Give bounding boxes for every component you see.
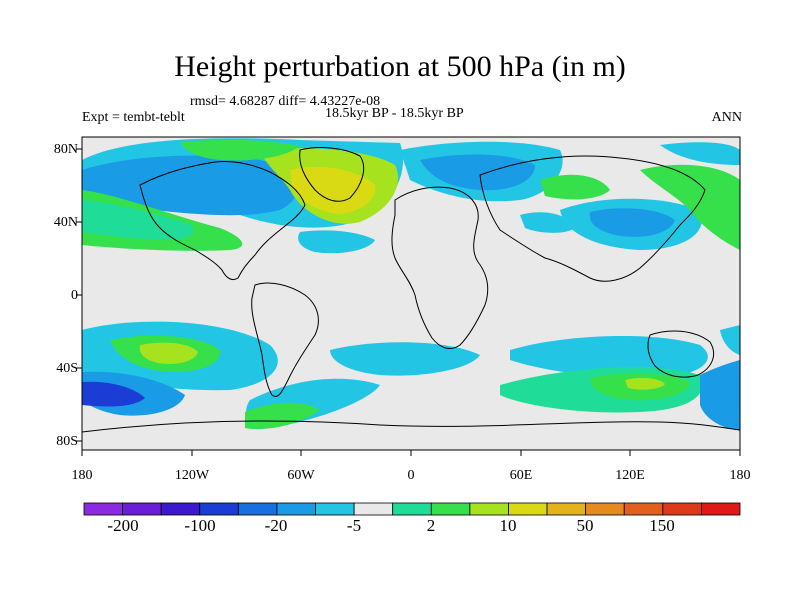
coast-europe-africa	[391, 186, 489, 349]
colorbar-box	[392, 502, 432, 516]
lon-label-180e: 180	[729, 468, 751, 483]
contour-field	[82, 137, 740, 450]
coast-antarctica	[82, 420, 740, 433]
colorbar-label: -5	[346, 516, 362, 535]
coast-north-america	[139, 161, 306, 281]
contour-east-edge-cyan	[720, 325, 740, 355]
contour-asia-blue	[589, 208, 675, 237]
lon-label-120e: 120E	[615, 468, 645, 483]
colorbar-box	[276, 502, 316, 516]
lat-label-40s: 40S	[56, 361, 78, 376]
coast-asia	[479, 155, 706, 282]
axis-ticks	[76, 148, 741, 456]
colorbar-box	[160, 502, 201, 516]
colorbar-box	[662, 502, 702, 516]
colorbar-label: -100	[184, 516, 216, 535]
lat-label-80s: 80S	[56, 434, 78, 449]
lon-label-180w: 180	[71, 468, 93, 483]
lat-label-80n: 80N	[53, 142, 78, 157]
colorbar-box	[585, 502, 625, 516]
contour-greenland-yellow	[290, 166, 376, 214]
contour-pacific-teal	[82, 200, 194, 240]
coast-south-america	[251, 282, 319, 397]
colorbar	[83, 502, 741, 516]
contour-npacific-green	[640, 164, 740, 250]
colorbar-label: 10	[499, 516, 517, 535]
lat-label-0: 0	[71, 288, 78, 303]
colorbar-box	[122, 502, 162, 516]
season-label: ANN	[711, 110, 742, 125]
coast-australia	[647, 330, 714, 378]
colorbar-box	[546, 502, 587, 516]
colorbar-label: -20	[264, 516, 288, 535]
lon-label-60e: 60E	[509, 468, 533, 483]
contour-midasia-cyan	[520, 212, 575, 233]
contour-europe-blue	[420, 154, 535, 191]
colorbar-label: 2	[426, 516, 436, 535]
colorbar-box	[430, 502, 471, 516]
contour-asia-green	[540, 174, 610, 200]
lat-label-40n: 40N	[53, 215, 78, 230]
coastlines	[82, 147, 740, 433]
colorbar-box	[353, 502, 394, 516]
contour-south-atlantic-green	[245, 402, 320, 430]
colorbar-label: 150	[649, 516, 675, 535]
colorbar-box	[623, 502, 664, 516]
contour-indian-cyan	[510, 335, 708, 379]
stats-text: rmsd= 4.68287 diff= 4.43227e-08	[190, 94, 381, 109]
colorbar-box	[508, 502, 548, 516]
colorbar-box	[469, 502, 509, 516]
lon-label-120w: 120W	[174, 468, 210, 483]
chart-title: Height perturbation at 500 hPa (in m)	[174, 50, 626, 83]
colorbar-label: 50	[576, 516, 594, 535]
lon-label-0: 0	[407, 468, 415, 483]
contour-south-pacific-lime	[139, 342, 198, 364]
contour-indian-west-cyan	[330, 342, 480, 376]
colorbar-box	[701, 502, 741, 516]
contour-arctic-green	[180, 139, 300, 161]
colorbar-label: -200	[107, 516, 139, 535]
contour-south-pacific-darkblue	[82, 381, 145, 407]
contour-north-america-blue	[82, 155, 298, 216]
contour-arctic-east-cyan	[660, 142, 740, 165]
contour-atlantic-cyan	[298, 230, 375, 254]
colorbar-box	[83, 502, 123, 516]
colorbar-box	[199, 502, 239, 516]
colorbar-box	[315, 502, 355, 516]
contour-southeast-blue	[700, 360, 740, 430]
lon-label-60w: 60W	[287, 468, 315, 483]
colorbar-box	[237, 502, 278, 516]
period-text: 18.5kyr BP - 18.5kyr BP	[325, 106, 464, 121]
experiment-label: Expt = tembt-teblt	[82, 110, 185, 125]
coast-greenland	[299, 147, 365, 202]
contour-southern-indian-lime	[625, 377, 665, 390]
